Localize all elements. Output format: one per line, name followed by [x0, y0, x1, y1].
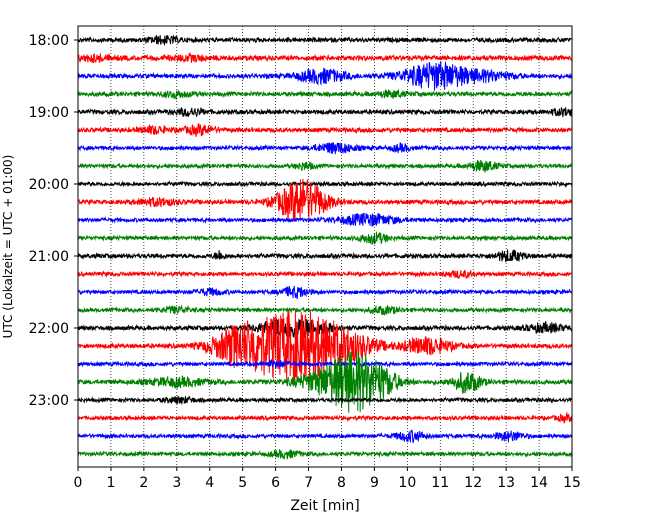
trace-1815	[77, 52, 573, 64]
y-tick-label: 22:00	[29, 321, 69, 337]
y-tick-label: 20:00	[29, 177, 69, 193]
x-tick-label: 2	[139, 475, 148, 491]
trace-2145	[77, 304, 572, 316]
x-tick-label: 11	[431, 475, 449, 491]
y-axis-label: UTC (Lokalzeit = UTC + 01:00)	[1, 155, 15, 339]
x-tick-label: 6	[271, 475, 280, 491]
trace-2215	[77, 310, 572, 382]
trace-1830	[77, 61, 573, 91]
trace-2300	[77, 394, 573, 405]
x-tick-label: 0	[74, 475, 83, 491]
y-tick-label: 19:00	[29, 105, 69, 121]
x-tick-label: 1	[106, 475, 115, 491]
trace-2315	[77, 411, 573, 424]
x-tick-label: 9	[370, 475, 379, 491]
y-tick-label: 18:00	[29, 33, 69, 49]
y-tick-label: 21:00	[29, 249, 69, 265]
y-tick-label: 23:00	[29, 393, 69, 409]
plot-frame	[77, 25, 573, 468]
trace-2000	[77, 180, 573, 188]
trace-2100	[77, 249, 573, 263]
trace-2245	[77, 351, 573, 413]
x-tick-label: 3	[172, 475, 181, 491]
trace-1930	[77, 142, 572, 155]
x-axis-label: Zeit [min]	[290, 498, 359, 514]
x-tick-label: 14	[530, 475, 548, 491]
trace-2030	[77, 212, 573, 227]
trace-2330	[77, 429, 573, 443]
y-axis: 18:00 19:00 20:00 21:00 22:00 23:00	[29, 33, 78, 409]
x-tick-label: 4	[205, 475, 214, 491]
x-tick-label: 5	[238, 475, 247, 491]
trace-1945	[77, 159, 572, 173]
trace-1845	[77, 88, 573, 101]
trace-2230	[77, 358, 573, 369]
trace-1915	[77, 123, 572, 137]
trace-layer	[77, 34, 573, 460]
x-tick-label: 13	[497, 475, 515, 491]
trace-1900	[77, 106, 573, 118]
trace-2130	[77, 285, 573, 300]
trace-1800	[77, 34, 572, 46]
trace-2015	[77, 178, 573, 222]
x-tick-label: 10	[398, 475, 416, 491]
x-tick-label: 12	[464, 475, 482, 491]
trace-2115	[77, 269, 572, 280]
trace-2045	[77, 231, 573, 245]
trace-2345	[77, 448, 573, 460]
x-tick-label: 8	[337, 475, 346, 491]
x-tick-label: 7	[304, 475, 313, 491]
x-axis: 0 1 2 3 4 5 6 7 8 9 10 11 12 13 14 15	[74, 467, 581, 491]
x-tick-label: 15	[563, 475, 581, 491]
